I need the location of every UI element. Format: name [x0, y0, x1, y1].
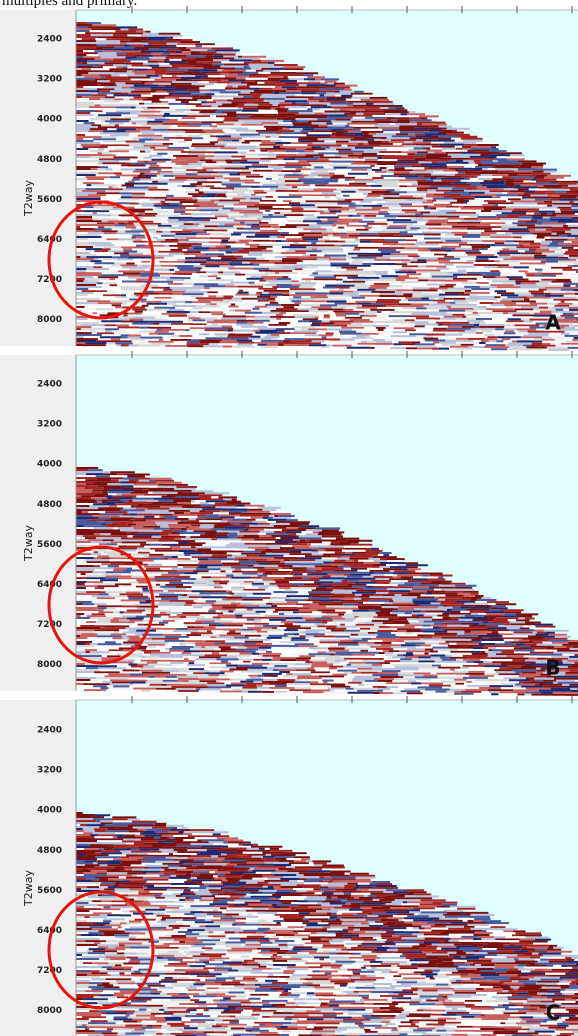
seismic-texture [76, 473, 578, 696]
panel-label: C [546, 1001, 561, 1025]
seismic-texture [76, 24, 578, 350]
highlight-circle [47, 890, 155, 1010]
y-tick-label: 3200 [37, 75, 62, 85]
seismic-texture [76, 814, 578, 1036]
y-tick-label: 6400 [37, 926, 62, 936]
y-tick-label: 5600 [37, 195, 62, 205]
y-tick-label: 2400 [37, 35, 62, 45]
y-axis-title: T2way [22, 525, 35, 562]
seismic-texture [76, 22, 578, 351]
seismic-texture [76, 30, 578, 350]
seismic-texture [76, 816, 578, 1036]
seismic-texture [76, 467, 578, 696]
seismic-texture [76, 469, 578, 695]
y-tick-label: 3200 [37, 766, 62, 776]
y-tick-label: 6400 [37, 235, 62, 245]
y-tick-label: 5600 [37, 886, 62, 896]
seismic-texture [76, 477, 578, 694]
y-tick-label: 4800 [37, 155, 62, 165]
axis-gutter [0, 10, 76, 346]
y-tick-label: 4800 [37, 846, 62, 856]
highlight-circle [47, 200, 155, 320]
panel-label: A [545, 311, 561, 335]
y-tick-label: 3200 [37, 420, 62, 430]
seismic-texture [76, 24, 578, 350]
y-axis-title: T2way [22, 870, 35, 907]
seismic-texture [76, 545, 532, 696]
axis-gutter [0, 355, 76, 691]
seismic-texture [76, 471, 578, 694]
y-axis-title: T2way [22, 180, 35, 217]
panel: 2400 3200 4000 4800 5600 6400 7200 8000 T2way C [0, 696, 578, 1036]
y-tick-label: 7200 [37, 620, 62, 630]
y-tick-label: 2400 [37, 380, 62, 390]
seismic-texture [76, 26, 578, 350]
y-tick-label: 8000 [37, 315, 62, 325]
seismic-texture [76, 812, 578, 1036]
seismic-texture [76, 828, 578, 1036]
seismic-texture [76, 818, 578, 1036]
seismic-texture [76, 98, 578, 351]
y-tick-label: 6400 [37, 580, 62, 590]
seismic-texture [76, 882, 578, 1036]
seismic-texture [76, 818, 578, 1036]
y-tick-label: 8000 [37, 1006, 62, 1016]
y-tick-label: 4000 [37, 115, 62, 125]
panel: 2400 3200 4000 4800 5600 6400 7200 8000 T2way A [0, 6, 578, 351]
panel-label: B [545, 656, 560, 680]
y-tick-label: 5600 [37, 540, 62, 550]
axis-gutter [0, 700, 76, 1036]
seismic-texture [76, 475, 578, 695]
y-tick-label: 2400 [37, 726, 62, 736]
seismic-texture [76, 818, 578, 1036]
caption: multiples and primary. [2, 0, 137, 9]
y-tick-label: 4800 [37, 500, 62, 510]
y-tick-label: 4000 [37, 806, 62, 816]
y-tick-label: 4000 [37, 460, 62, 470]
panel: 2400 3200 4000 4800 5600 6400 7200 8000 T2way B [0, 351, 578, 696]
highlight-circle [47, 545, 155, 665]
y-tick-label: 7200 [37, 966, 62, 976]
seismic-texture [76, 28, 578, 351]
seismic-texture [76, 98, 578, 351]
seismic-texture [76, 22, 578, 350]
y-tick-label: 7200 [37, 275, 62, 285]
y-tick-label: 8000 [37, 660, 62, 670]
